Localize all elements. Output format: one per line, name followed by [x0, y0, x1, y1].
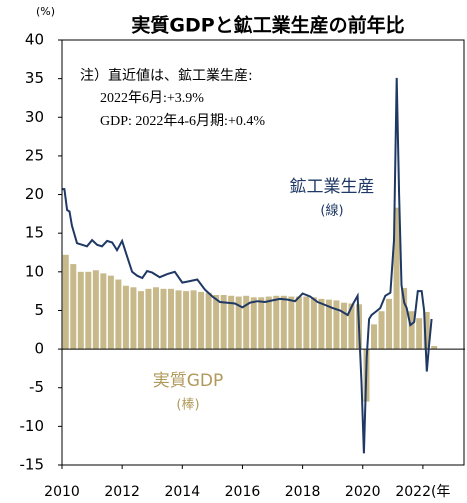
bar	[250, 297, 257, 350]
bar	[213, 295, 220, 350]
bar	[386, 298, 393, 350]
bar	[348, 303, 355, 350]
y-tick-label: 15	[25, 224, 44, 242]
bar	[408, 311, 415, 350]
y-tick-label: -15	[20, 456, 45, 474]
y-tick-label: 20	[25, 185, 44, 203]
bar	[122, 285, 129, 350]
bar	[325, 299, 332, 350]
bar	[295, 296, 302, 350]
bar	[220, 295, 227, 350]
bar	[378, 311, 385, 350]
plot-frame	[61, 39, 465, 466]
bar	[288, 296, 295, 350]
bar	[333, 300, 340, 350]
y-tick-label: -5	[29, 378, 44, 396]
chart-title: 実質GDPと鉱工業生産の前年比	[131, 14, 404, 37]
bar	[175, 290, 182, 350]
y-tick-label: 5	[34, 301, 44, 319]
bar	[401, 288, 408, 350]
y-tick-label: 35	[25, 69, 44, 87]
x-tick-label: 2012	[104, 484, 140, 500]
bar	[416, 318, 423, 350]
bar	[115, 279, 122, 350]
bar	[318, 298, 325, 350]
bar	[265, 296, 272, 350]
bar	[77, 271, 84, 350]
bar	[205, 292, 212, 350]
bar-label: (棒)	[176, 398, 199, 413]
bar	[235, 296, 242, 350]
annotation: 注）直近値は、鉱工業生産:	[80, 67, 253, 84]
y-unit: (%)	[36, 5, 55, 18]
bar	[303, 296, 310, 350]
bar	[243, 295, 250, 350]
y-tick-label: 0	[34, 340, 44, 358]
bar	[107, 275, 114, 350]
bar	[310, 297, 317, 350]
bar	[340, 302, 347, 350]
bar	[393, 207, 400, 350]
y-tick-label: -10	[20, 417, 45, 435]
bar	[152, 287, 159, 350]
bar	[228, 295, 235, 350]
y-tick-label: 40	[25, 31, 44, 49]
bar	[190, 290, 197, 350]
bar	[100, 273, 107, 350]
bar	[92, 270, 99, 350]
x-tick-label: 2014	[164, 484, 200, 500]
bar	[258, 297, 265, 350]
bar	[423, 312, 430, 350]
bar	[62, 254, 69, 350]
bar	[168, 288, 175, 350]
line-label: (線)	[320, 203, 343, 219]
bar	[198, 291, 205, 350]
bar	[183, 291, 190, 350]
bar	[431, 346, 438, 350]
y-tick-label: 10	[25, 262, 44, 280]
annotation: 2022年6月:+3.9%	[100, 90, 204, 106]
bar-label: 実質GDP	[153, 371, 224, 391]
bar	[85, 271, 92, 350]
bar	[70, 264, 77, 350]
bar	[273, 295, 280, 350]
bar	[280, 295, 287, 350]
x-tick-label: 2020	[345, 484, 381, 500]
y-tick-label: 30	[25, 108, 44, 126]
line	[62, 77, 433, 454]
y-tick-label: 25	[25, 146, 44, 164]
x-tick-label: 2018	[285, 484, 321, 500]
bar	[145, 288, 152, 350]
x-tick-label: 2022(年	[395, 484, 450, 500]
annotation: GDP: 2022年4-6月期:+0.4%	[100, 113, 265, 129]
x-tick-label: 2016	[225, 484, 261, 500]
bar	[371, 324, 378, 350]
bar	[130, 287, 137, 350]
line-label: 鉱工業生産	[290, 177, 375, 197]
bar	[137, 291, 144, 350]
x-tick-label: 2010	[44, 484, 80, 500]
bar	[160, 288, 167, 350]
